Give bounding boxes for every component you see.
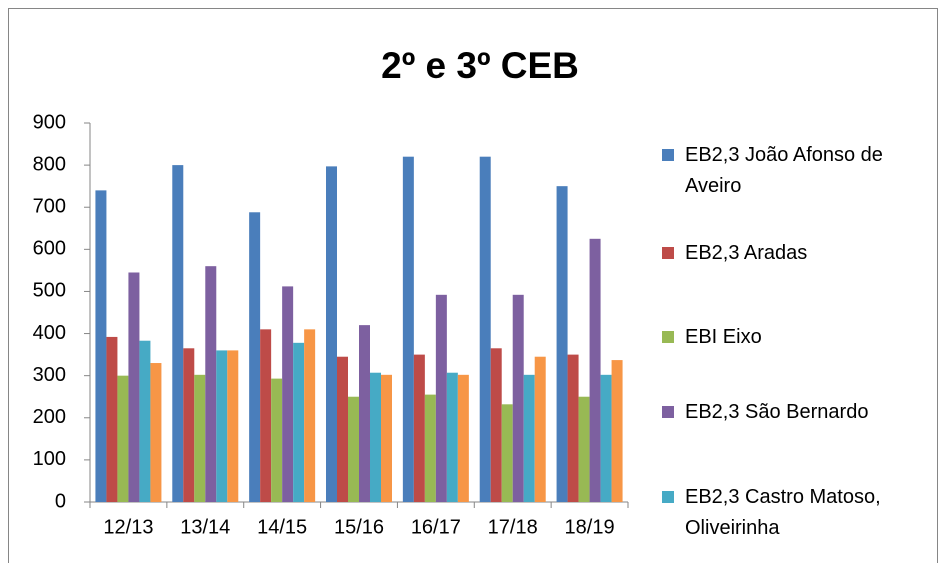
legend-label: EB2,3 Castro Matoso, Oliveirinha — [685, 486, 881, 539]
y-tick-label: 900 — [33, 111, 66, 133]
bar — [501, 404, 513, 502]
bar — [457, 374, 469, 502]
bar — [413, 354, 425, 502]
bar — [490, 348, 502, 502]
bar — [512, 294, 524, 502]
legend-entry: EB2,3 Aradas — [662, 238, 922, 269]
bar — [260, 329, 272, 502]
x-tick-label: 16/17 — [411, 516, 461, 538]
y-tick-label: 600 — [33, 238, 66, 260]
bar — [293, 342, 305, 502]
bar — [370, 372, 381, 502]
bar — [227, 350, 239, 502]
bar — [282, 286, 294, 502]
x-tick-label: 14/15 — [257, 516, 307, 538]
legend-swatch — [662, 247, 674, 259]
legend-swatch — [662, 331, 674, 343]
y-tick-label: 500 — [33, 280, 66, 302]
y-tick-label: 700 — [33, 196, 66, 218]
x-tick-label: 17/18 — [488, 516, 538, 538]
y-tick-label: 200 — [33, 406, 66, 428]
bar — [139, 340, 151, 502]
bar — [117, 375, 129, 502]
bar — [337, 356, 348, 502]
legend-entry: EB2,3 Castro Matoso, Oliveirinha — [662, 482, 922, 544]
bar — [424, 394, 436, 502]
x-tick-label: 15/16 — [334, 516, 384, 538]
y-tick-label: 300 — [33, 364, 66, 386]
bar — [578, 396, 590, 502]
bar — [534, 356, 546, 502]
y-tick-label: 100 — [33, 448, 66, 470]
bar — [611, 360, 623, 502]
legend-swatch — [662, 491, 674, 503]
chart-frame — [8, 8, 938, 563]
bar — [523, 374, 535, 502]
bar — [402, 156, 414, 502]
bar — [446, 372, 458, 502]
x-tick-label: 12/13 — [103, 516, 153, 538]
legend-label: EBI Eixo — [685, 326, 762, 348]
x-tick-label: 13/14 — [180, 516, 230, 538]
bar — [150, 363, 162, 502]
bar — [271, 378, 283, 502]
bar — [435, 294, 447, 502]
bar — [381, 374, 392, 502]
bar — [128, 272, 140, 502]
legend-entry: EB2,3 João Afonso de Aveiro — [662, 140, 922, 202]
bar — [556, 186, 568, 502]
bar — [249, 212, 261, 502]
legend-label: EB2,3 São Bernardo — [685, 401, 869, 423]
bar — [216, 350, 228, 502]
bar — [348, 396, 359, 502]
legend-label: EB2,3 Aradas — [685, 242, 808, 264]
bar — [326, 166, 337, 502]
legend-entry: EB2,3 São Bernardo — [662, 397, 922, 428]
x-tick-label: 18/19 — [565, 516, 615, 538]
bar — [479, 156, 491, 502]
chart-title: 2º e 3º CEB — [381, 45, 579, 86]
bar — [600, 374, 612, 502]
bar — [183, 348, 195, 502]
legend-entry: EBI Eixo — [662, 322, 922, 353]
legend-label: EB2,3 João Afonso de Aveiro — [685, 144, 883, 197]
y-tick-label: 400 — [33, 322, 66, 344]
y-tick-label: 800 — [33, 153, 66, 175]
bar — [194, 374, 206, 502]
y-tick-label: 0 — [55, 490, 66, 512]
bar — [567, 354, 579, 502]
bar — [589, 238, 601, 503]
bar — [95, 190, 107, 502]
legend-swatch — [662, 406, 674, 418]
legend-swatch — [662, 149, 674, 161]
bar — [172, 165, 184, 502]
bar — [106, 336, 118, 502]
bar — [359, 325, 370, 502]
bar — [304, 329, 316, 502]
bar — [205, 266, 217, 502]
